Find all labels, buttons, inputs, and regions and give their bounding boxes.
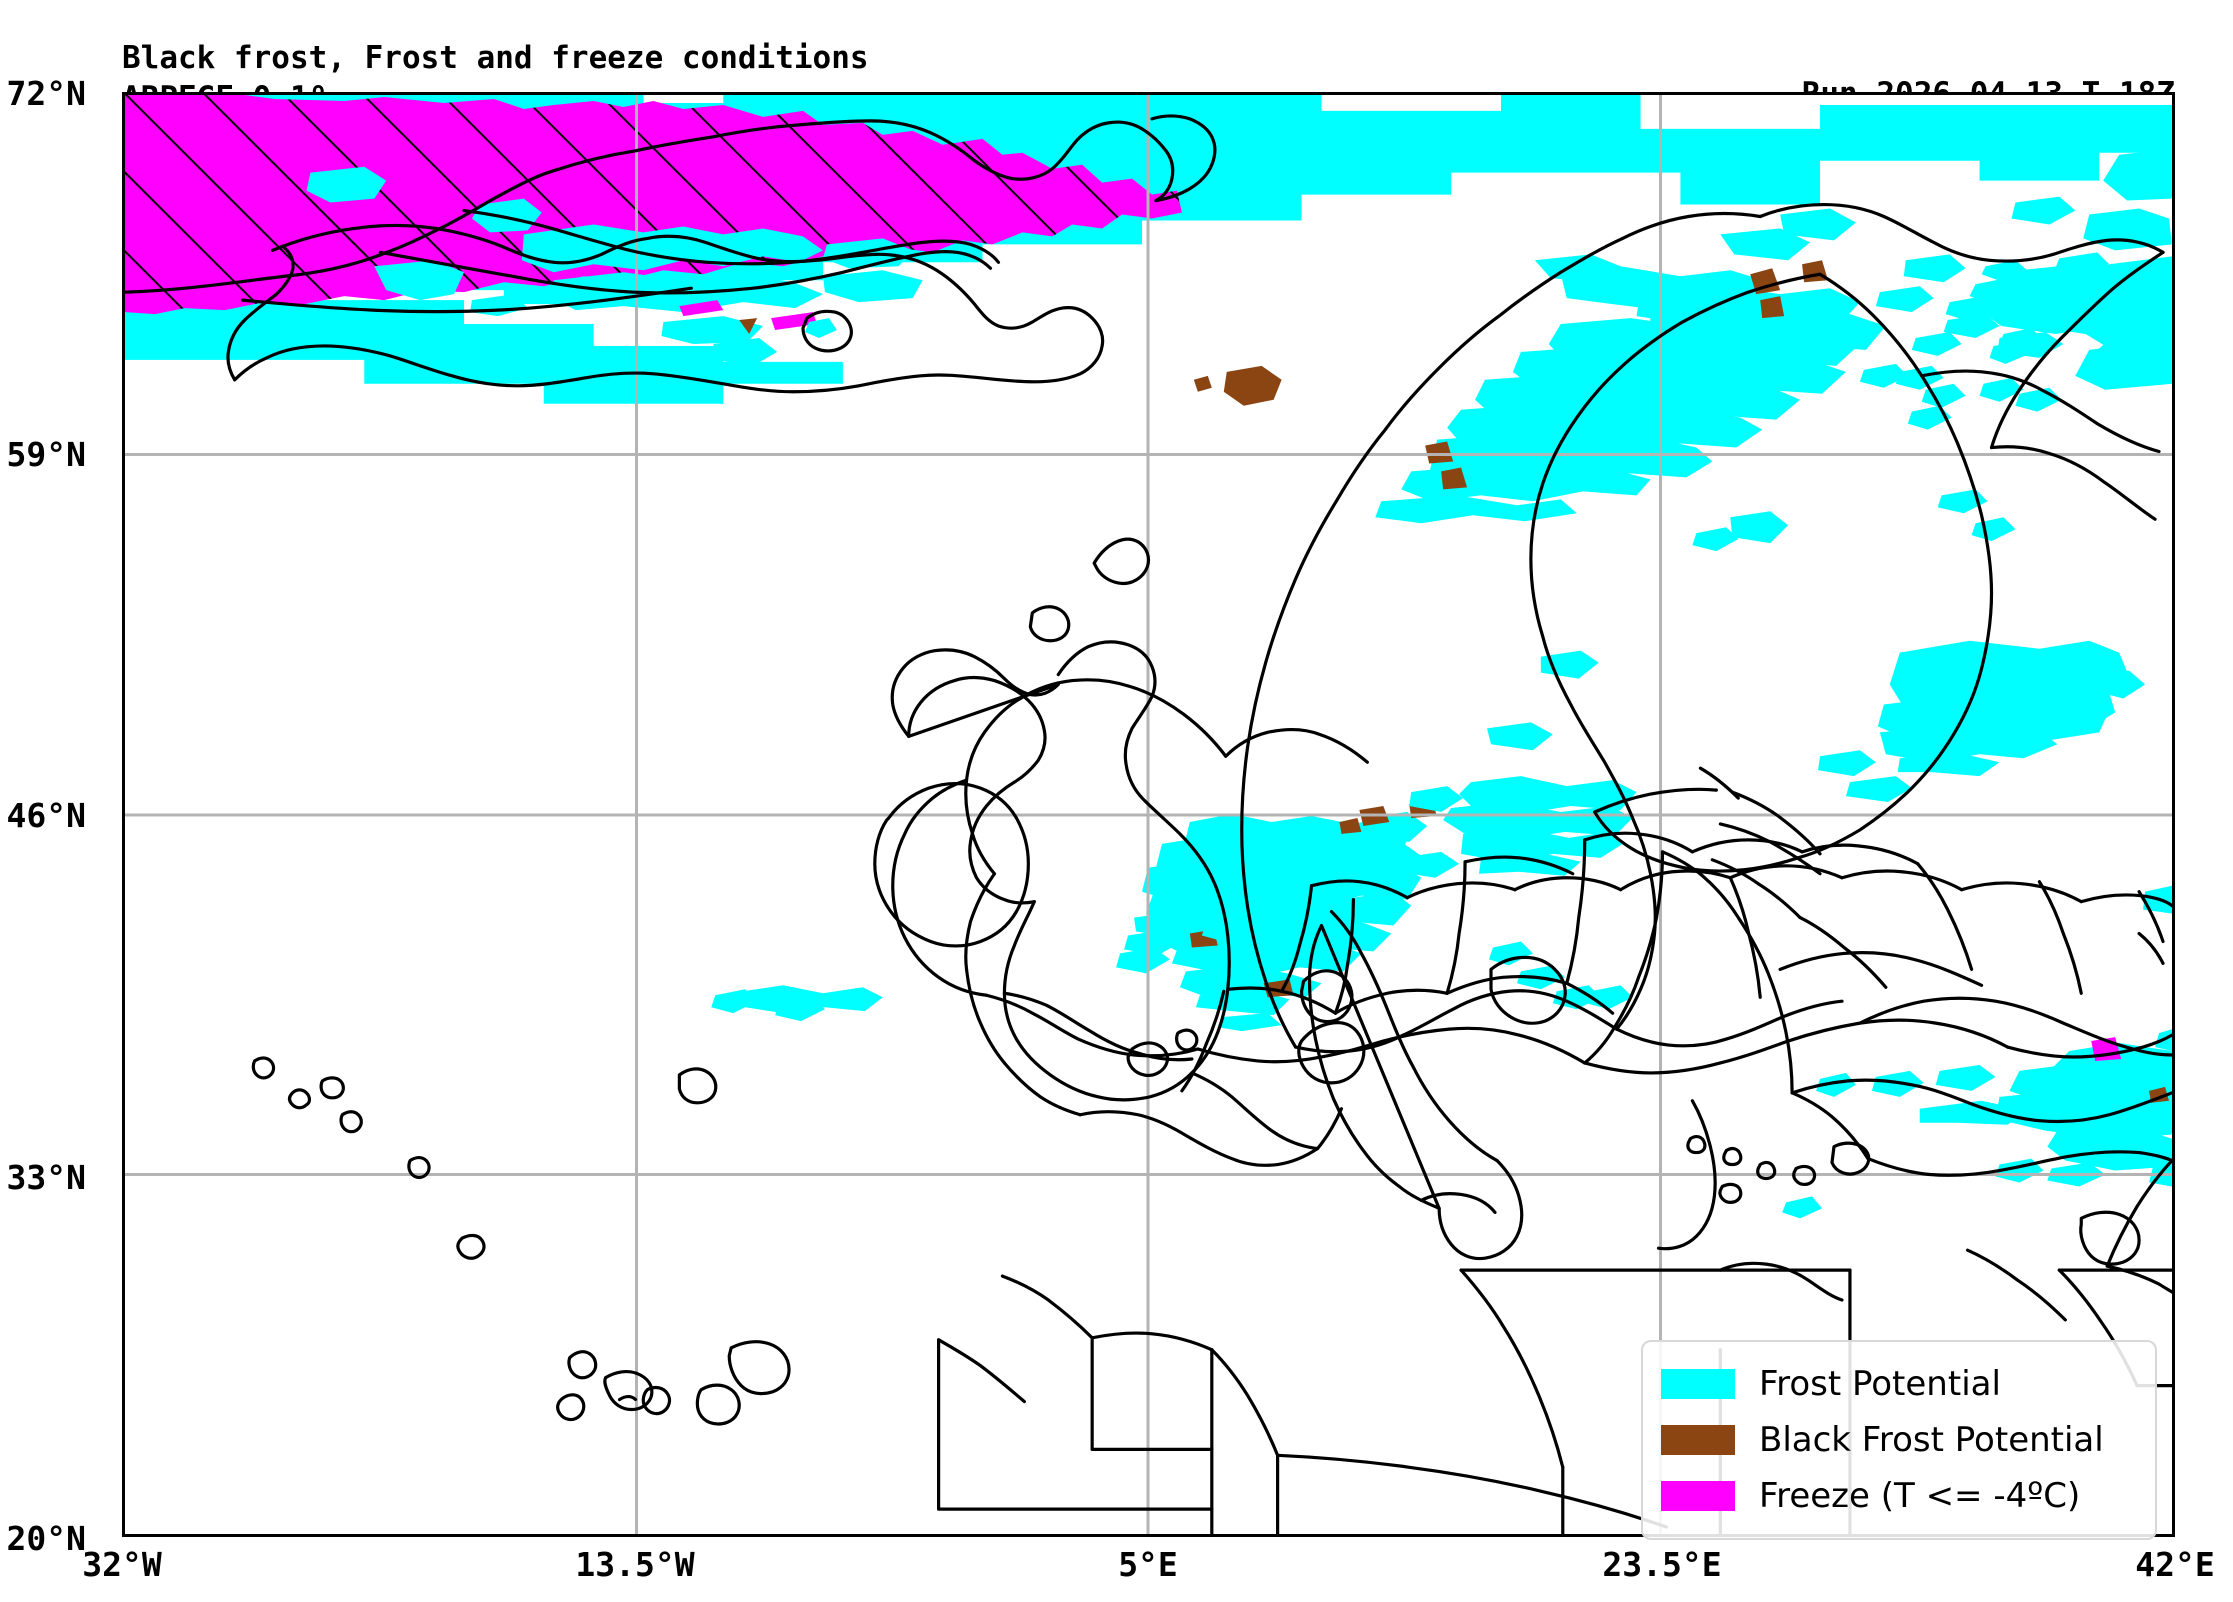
x-tick-5e: 5°E (1118, 1545, 1178, 1584)
x-tick-32w: 32°W (82, 1545, 162, 1584)
frost-fill-russia-east (1865, 118, 2172, 251)
map-svg (125, 95, 2172, 1534)
legend-label-freeze: Freeze (T <= -4ºC) (1759, 1476, 2081, 1516)
frost-fill-alps (1116, 845, 1460, 974)
legend-swatch-freeze (1661, 1481, 1735, 1511)
header: Black frost, Frost and freeze conditions… (0, 0, 2233, 188)
y-tick-20n: 20°N (6, 1519, 86, 1558)
y-tick-59n: 59°N (6, 435, 86, 474)
x-tick-235e: 23.5°E (1602, 1545, 1722, 1584)
black-frost-fill-iceland (739, 318, 758, 335)
frost-fill-pyrenees (711, 985, 883, 1022)
grid-lines (125, 95, 2172, 1534)
x-tick-135w: 13.5°W (575, 1545, 695, 1584)
map-canvas (125, 95, 2172, 1534)
legend-item-freeze: Freeze (T <= -4ºC) (1661, 1468, 2139, 1524)
y-tick-72n: 72°N (6, 74, 86, 113)
frost-fill-scandinavia-north (1375, 208, 1886, 524)
freeze-fill-greenland (125, 95, 1182, 315)
legend-label-frost-potential: Frost Potential (1759, 1364, 2001, 1404)
y-tick-46n: 46°N (6, 796, 86, 835)
black-frost-fill-greenland (1193, 365, 1282, 406)
legend-swatch-black-frost-potential (1661, 1425, 1735, 1455)
page-title: Black frost, Frost and freeze conditions (122, 40, 869, 76)
legend-label-black-frost-potential: Black Frost Potential (1759, 1420, 2104, 1460)
frost-fill-iceland (306, 166, 923, 382)
frost-fill-finland (1818, 640, 2146, 803)
frost-fill-nw-russia (1859, 252, 2172, 691)
legend: Frost Potential Black Frost Potential Fr… (1641, 1340, 2157, 1540)
frost-fill-estonia (1692, 511, 1789, 552)
frost-fill-faroes (805, 318, 837, 338)
frost-fill-sweden (1409, 650, 1637, 876)
header-line-1: Black frost, Frost and freeze conditions… (0, 4, 2233, 112)
legend-swatch-frost-potential (1661, 1369, 1735, 1399)
x-tick-42e: 42°E (2135, 1545, 2215, 1584)
legend-item-frost-potential: Frost Potential (1661, 1356, 2139, 1412)
header-line-2: ARPEGE 0.1º +41 hours Forecast: Wednesda… (0, 44, 2233, 188)
y-tick-33n: 33°N (6, 1158, 86, 1197)
legend-item-black-frost-potential: Black Frost Potential (1661, 1412, 2139, 1468)
map-plot-area[interactable] (122, 92, 2175, 1537)
